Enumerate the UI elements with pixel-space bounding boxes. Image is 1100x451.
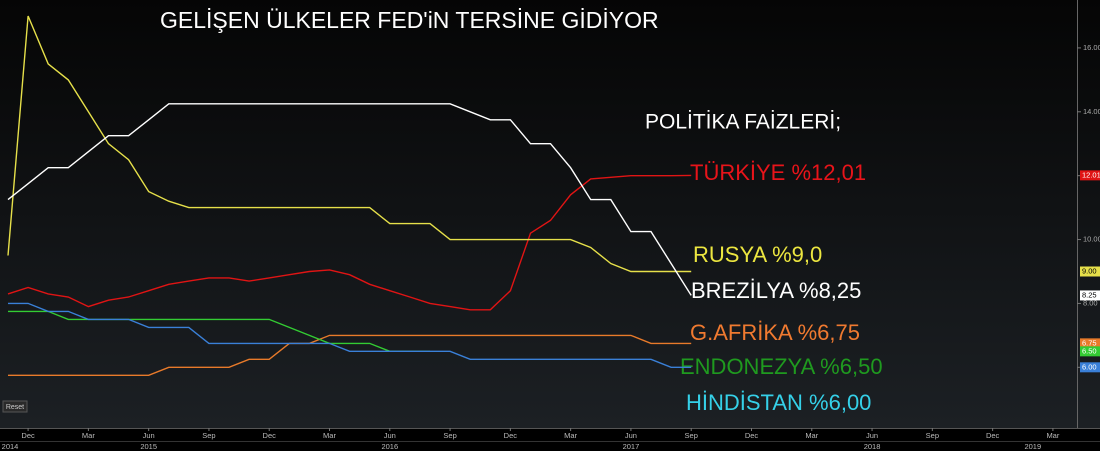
end-badge (1080, 362, 1100, 373)
series-line (7, 174, 692, 311)
series-label: HİNDİSTAN %6,00 (686, 390, 871, 415)
x-tick-label: Jun (384, 431, 396, 440)
end-badge-label: 8.25 (1082, 290, 1097, 299)
end-badge (1080, 266, 1100, 277)
y-tick-label: 16.00 (1083, 43, 1100, 52)
x-tick-label: Sep (202, 431, 215, 440)
x-tick-label: Jun (866, 431, 878, 440)
x-tick-label: Dec (21, 431, 35, 440)
x-tick-label: Mar (323, 431, 336, 440)
reset-button-label[interactable]: Reset (6, 404, 24, 411)
chart-title: GELİŞEN ÜLKELER FED'iN TERSİNE GİDİYOR (160, 7, 659, 33)
x-year-label: 2015 (140, 442, 157, 451)
series-label: TÜRKİYE %12,01 (690, 160, 866, 185)
series-line (7, 103, 692, 296)
series-line (8, 334, 692, 376)
x-tick-label: Sep (685, 431, 698, 440)
x-tick-label: Dec (745, 431, 759, 440)
x-tick-label: Dec (504, 431, 518, 440)
end-badge (1080, 346, 1100, 357)
x-tick-label: Jun (625, 431, 637, 440)
end-badge-label: 6.50 (1082, 346, 1097, 355)
series-label: RUSYA %9,0 (693, 242, 822, 267)
x-year-label: 2016 (381, 442, 398, 451)
end-badge (1080, 338, 1100, 349)
x-tick-label: Dec (986, 431, 1000, 440)
x-tick-label: Sep (443, 431, 456, 440)
series-label: G.AFRİKA %6,75 (690, 320, 860, 345)
x-tick-label: Mar (1046, 431, 1059, 440)
x-tick-label: Sep (926, 431, 939, 440)
x-tick-label: Jun (143, 431, 155, 440)
x-year-label: 2018 (864, 442, 881, 451)
series-line (8, 310, 430, 352)
x-tick-label: Mar (82, 431, 95, 440)
reset-button[interactable]: Reset (2, 400, 28, 413)
end-badge-label: 9.00 (1082, 266, 1097, 275)
end-badge (1080, 290, 1100, 301)
series-line (7, 15, 692, 273)
x-year-label: 2017 (623, 442, 640, 451)
end-badge-label: 6.75 (1082, 338, 1097, 347)
y-tick-label: 10.00 (1083, 235, 1100, 244)
x-tick-label: Mar (564, 431, 577, 440)
series-label: ENDONEZYA %6,50 (680, 354, 883, 379)
plot-background (0, 0, 1100, 428)
x-tick-label: Mar (805, 431, 818, 440)
y-tick-label: 14.00 (1083, 107, 1100, 116)
x-tick-label: Dec (263, 431, 277, 440)
x-year-label: 2019 (1024, 442, 1041, 451)
reset-button-box[interactable] (2, 400, 28, 413)
x-year-label: 2014 (2, 442, 19, 451)
end-badge (1080, 170, 1100, 181)
end-badge-label: 6.00 (1082, 362, 1097, 371)
series-label: BREZİLYA %8,25 (691, 278, 861, 303)
series-line (8, 302, 692, 368)
x-axis-band (0, 428, 1100, 451)
chart-subtitle: POLİTİKA FAİZLERİ; (645, 111, 841, 134)
end-badge-label: 12.01 (1082, 170, 1100, 179)
y-tick-label: 8.00 (1083, 298, 1098, 307)
